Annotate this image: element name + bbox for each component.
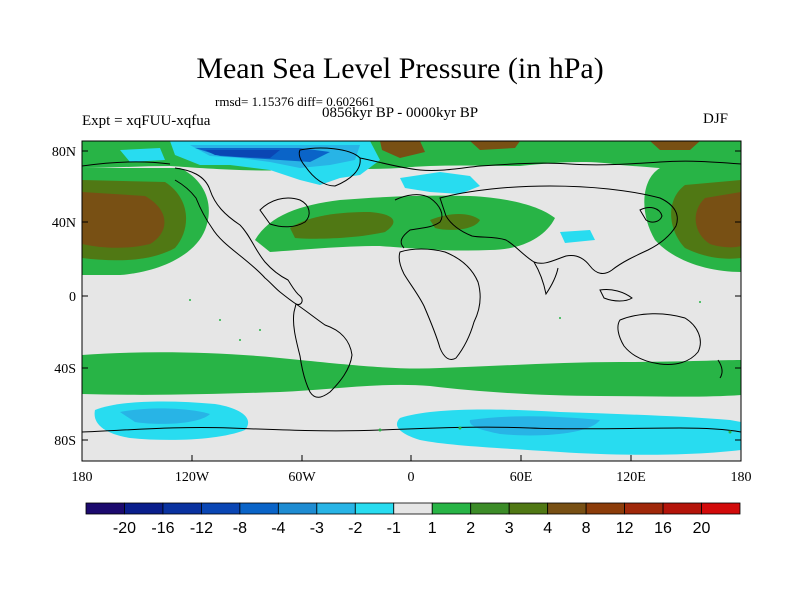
lon-label: 0 — [408, 470, 415, 485]
pacific-brown-right — [695, 192, 741, 248]
lon-label: 60W — [288, 470, 316, 485]
colorbar-swatch — [585, 502, 625, 515]
greenland-darkblue — [205, 150, 280, 158]
arctic-brown-patch — [380, 141, 425, 158]
lon-label: 120E — [616, 470, 646, 485]
colorbar-swatch — [354, 502, 395, 515]
lon-label: 180 — [731, 470, 752, 485]
colorbar-label: -3 — [310, 520, 324, 537]
colorbar-label: -16 — [151, 520, 174, 537]
colorbar-swatch — [277, 502, 318, 515]
arctic-brown-patch — [470, 141, 520, 150]
lat-axis: 80N 40N 0 40S 80S — [52, 145, 741, 449]
southern-green-band — [82, 352, 741, 397]
colorbar-label: 12 — [616, 520, 634, 537]
colorbar-swatch — [508, 502, 549, 515]
colorbar-swatch — [470, 502, 510, 515]
scattered-points — [189, 299, 732, 434]
colorbar-swatch — [85, 502, 125, 515]
lat-label: 40S — [54, 362, 76, 377]
colorbar-swatch — [662, 502, 702, 515]
colorbar: -20 -16 -12 -8 -4 -3 -2 -1 1 2 3 4 8 12 16 20 — [85, 502, 741, 537]
colorbar-swatch — [316, 502, 356, 515]
colorbar-swatch — [431, 502, 472, 515]
colorbar-swatch — [124, 502, 164, 515]
colorbar-label: 16 — [654, 520, 672, 537]
colorbar-swatch — [239, 502, 279, 515]
colorbar-label: -1 — [387, 520, 401, 537]
colorbar-label: 3 — [505, 520, 514, 537]
antarctic-lightblue-left — [120, 408, 210, 424]
colorbar-label: 20 — [693, 520, 711, 537]
colorbar-swatch — [162, 502, 202, 515]
colorbar-label: 4 — [543, 520, 552, 537]
europe-brown-green — [430, 214, 480, 230]
experiment-label: Expt = xqFUU-xqfua — [82, 113, 211, 129]
stats-label: rmsd= 1.15376 diff= 0.602661 — [215, 94, 375, 109]
colorbar-label: -8 — [233, 520, 247, 537]
colorbar-label: -2 — [348, 520, 362, 537]
colorbar-label: 8 — [582, 520, 591, 537]
colorbar-label: 1 — [428, 520, 437, 537]
map-title: Mean Sea Level Pressure (in hPa) — [196, 52, 604, 85]
lon-label: 60E — [510, 470, 533, 485]
colorbar-label: -12 — [190, 520, 213, 537]
season-label: DJF — [702, 111, 728, 127]
period-label: 0856kyr BP - 0000kyr BP — [322, 105, 479, 121]
arctic-cyan-patch — [120, 148, 165, 162]
colorbar-label: -4 — [271, 520, 285, 537]
lat-label: 80S — [54, 434, 76, 449]
siberia-cyan — [400, 172, 480, 194]
colorbar-swatch — [393, 502, 433, 515]
lon-label: 120W — [175, 470, 210, 485]
colorbar-label: -20 — [113, 520, 136, 537]
colorbar-label: 2 — [466, 520, 475, 537]
pacific-brown-left — [82, 192, 165, 248]
lat-label: 0 — [69, 290, 76, 305]
colorbar-swatch — [624, 502, 664, 515]
lat-label: 80N — [52, 145, 76, 160]
colorbar-swatch — [201, 502, 241, 515]
lon-axis: 180 120W 60W 0 60E 120E 180 — [72, 455, 752, 485]
arctic-brown-patch — [650, 141, 700, 150]
asia-cyan — [560, 230, 595, 243]
lon-label: 180 — [72, 470, 93, 485]
atlantic-brown-green — [290, 212, 394, 239]
antarctic-lightblue-right — [469, 416, 600, 436]
lat-label: 40N — [52, 216, 76, 231]
colorbar-swatch — [547, 502, 587, 515]
coastlines — [82, 147, 741, 433]
colorbar-swatch — [701, 502, 741, 515]
pressure-field — [82, 141, 741, 461]
